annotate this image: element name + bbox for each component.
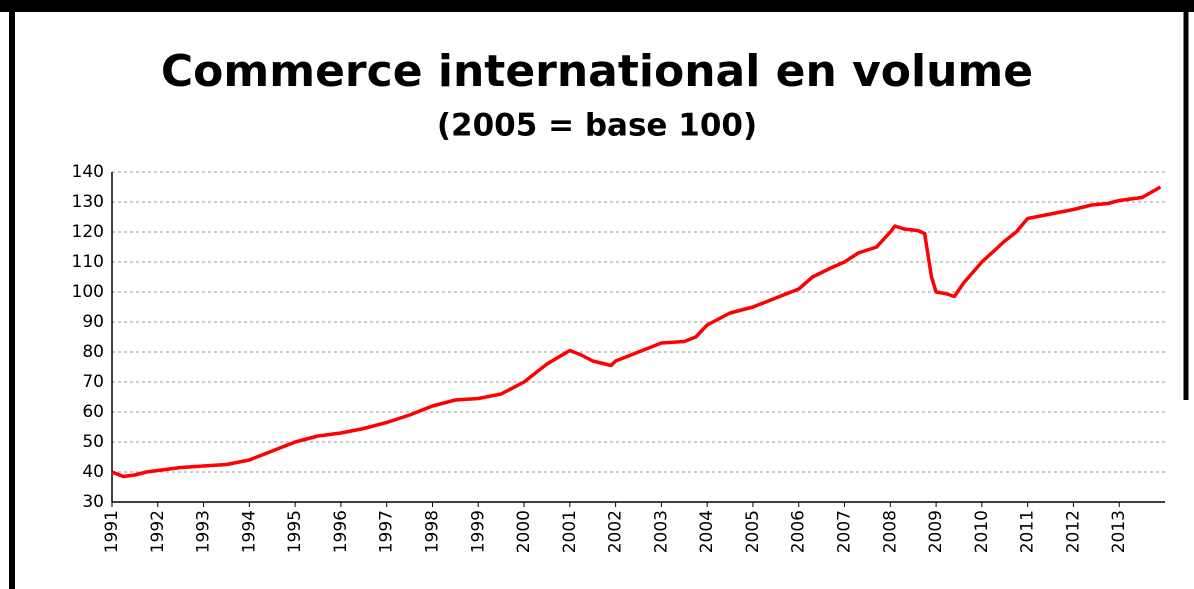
x-tick-label: 1991 [102, 510, 122, 553]
y-tick-label: 90 [82, 312, 104, 332]
x-tick-label: 1995 [285, 510, 305, 553]
x-tick-label: 2001 [560, 510, 580, 553]
x-tick-label: 2013 [1109, 510, 1129, 553]
x-tick-label: 2009 [926, 510, 946, 553]
x-tick-label: 1997 [377, 510, 397, 553]
y-tick-label: 30 [82, 492, 104, 512]
x-tick-label: 1994 [239, 510, 259, 553]
x-tick-label: 2006 [789, 510, 809, 553]
y-tick-label: 100 [72, 282, 104, 302]
x-tick-label: 1999 [468, 510, 488, 553]
y-tick-label: 130 [72, 192, 104, 212]
x-tick-label: 2004 [697, 510, 717, 553]
y-tick-label: 50 [82, 432, 104, 452]
x-tick-label: 2011 [1018, 510, 1038, 553]
y-tick-label: 80 [82, 342, 104, 362]
x-tick-label: 1998 [422, 510, 442, 553]
y-tick-label: 40 [82, 462, 104, 482]
x-tick-label: 1996 [331, 510, 351, 553]
y-tick-label: 110 [72, 252, 104, 272]
x-tick-label: 2007 [835, 510, 855, 553]
y-tick-label: 140 [72, 162, 104, 182]
chart-subtitle: (2005 = base 100) [437, 108, 757, 144]
x-tick-label: 2012 [1063, 510, 1083, 553]
y-tick-label: 60 [82, 402, 104, 422]
y-tick-label: 120 [72, 222, 104, 242]
y-tick-label: 70 [82, 372, 104, 392]
x-tick-label: 2005 [743, 510, 763, 553]
x-tick-label: 1992 [148, 510, 168, 553]
x-tick-label: 2003 [651, 510, 671, 553]
x-tick-label: 2008 [880, 510, 900, 553]
x-tick-label: 2000 [514, 510, 534, 553]
x-tick-label: 1993 [194, 510, 214, 553]
data-line [111, 185, 1162, 479]
x-tick-label: 2002 [606, 510, 626, 553]
x-tick-label: 2010 [972, 510, 992, 553]
chart-title: Commerce international en volume [161, 46, 1033, 97]
